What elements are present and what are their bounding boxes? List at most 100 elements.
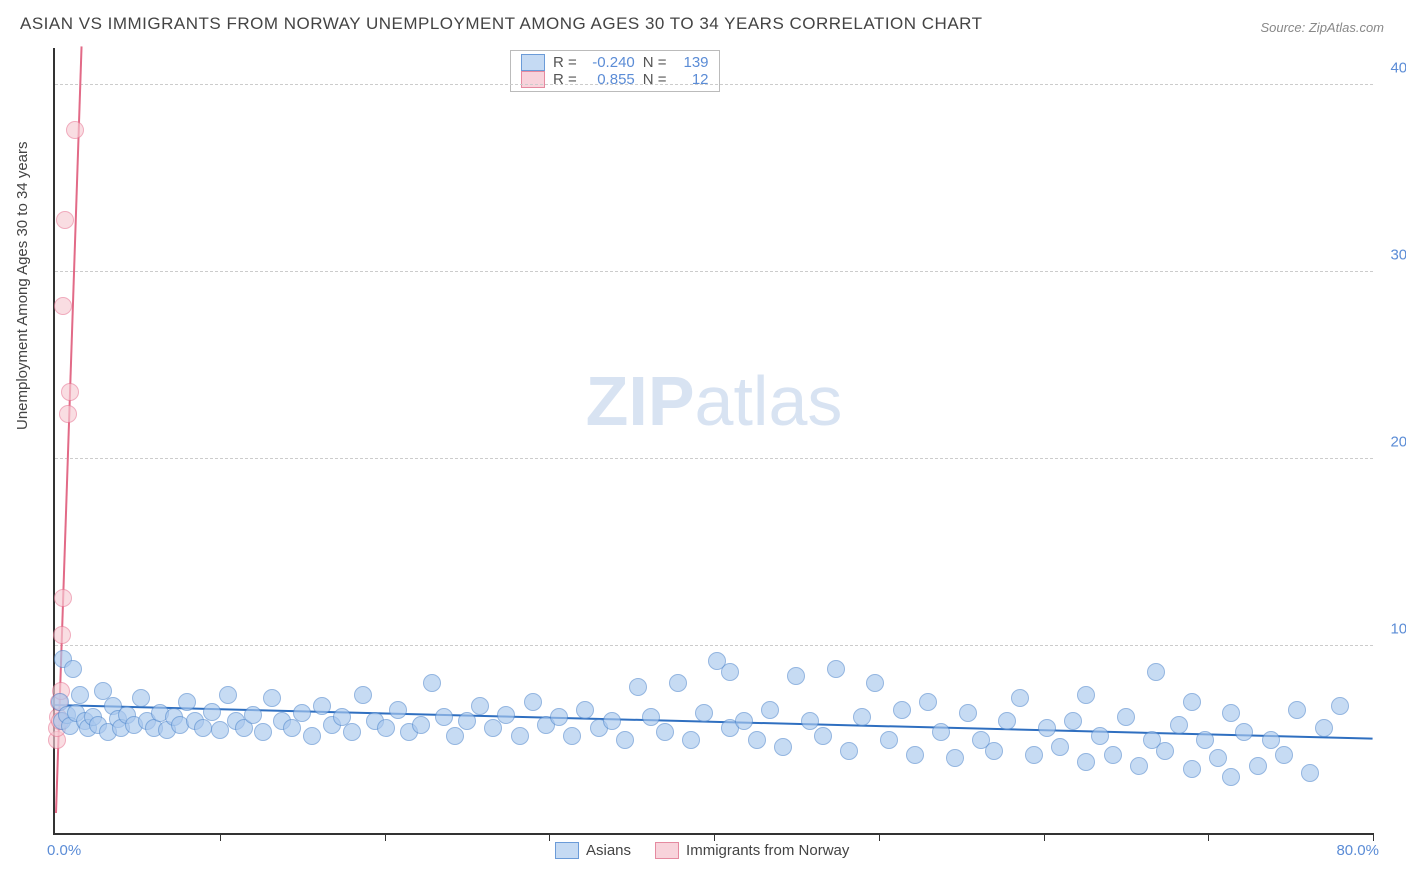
data-point [412,716,430,734]
data-point [1183,693,1201,711]
data-point [194,719,212,737]
data-point [629,678,647,696]
data-point [1288,701,1306,719]
legend-item-norway: Immigrants from Norway [655,842,849,859]
data-point [132,689,150,707]
data-point [787,667,805,685]
data-point [906,746,924,764]
data-point [423,674,441,692]
data-point [178,693,196,711]
data-point [603,712,621,730]
legend-row-asians: R = -0.240 N = 139 [521,54,709,71]
data-point [303,727,321,745]
data-point [1104,746,1122,764]
data-point [1235,723,1253,741]
data-point [1051,738,1069,756]
source-attribution: Source: ZipAtlas.com [1260,20,1384,35]
data-point [735,712,753,730]
data-point [774,738,792,756]
data-point [656,723,674,741]
x-tick [879,833,880,841]
gridline [55,271,1373,272]
gridline [55,84,1373,85]
x-tick [220,833,221,841]
scatter-plot-area: ZIPatlas R = -0.240 N = 139 R = 0.855 N … [53,48,1373,835]
data-point [1262,731,1280,749]
n-value: 12 [675,71,709,88]
data-point [219,686,237,704]
r-label: R = [553,71,577,88]
data-point [827,660,845,678]
data-point [695,704,713,722]
data-point [1170,716,1188,734]
data-point [1147,663,1165,681]
data-point [866,674,884,692]
data-point [959,704,977,722]
data-point [71,686,89,704]
data-point [669,674,687,692]
data-point [524,693,542,711]
data-point [985,742,1003,760]
data-point [919,693,937,711]
data-point [343,723,361,741]
data-point [814,727,832,745]
correlation-legend: R = -0.240 N = 139 R = 0.855 N = 12 [510,50,720,92]
data-point [946,749,964,767]
legend-label: Immigrants from Norway [686,842,849,859]
n-label: N = [643,54,667,71]
x-tick [1373,833,1374,841]
data-point [1222,704,1240,722]
gridline [55,645,1373,646]
data-point [1011,689,1029,707]
data-point [840,742,858,760]
x-axis-max-label: 80.0% [1336,842,1379,859]
data-point [1156,742,1174,760]
legend-row-norway: R = 0.855 N = 12 [521,71,709,88]
data-point [1222,768,1240,786]
data-point [1117,708,1135,726]
data-point [1130,757,1148,775]
r-value: -0.240 [585,54,635,71]
series-legend: Asians Immigrants from Norway [555,842,849,859]
data-point [313,697,331,715]
data-point [54,297,72,315]
data-point [377,719,395,737]
data-point [932,723,950,741]
swatch-blue [521,54,545,71]
data-point [880,731,898,749]
data-point [263,689,281,707]
chart-title: ASIAN VS IMMIGRANTS FROM NORWAY UNEMPLOY… [20,14,983,34]
data-point [203,703,221,721]
data-point [458,712,476,730]
legend-label: Asians [586,842,631,859]
data-point [293,704,311,722]
data-point [642,708,660,726]
data-point [446,727,464,745]
data-point [389,701,407,719]
data-point [576,701,594,719]
data-point [244,706,262,724]
data-point [721,663,739,681]
data-point [54,589,72,607]
data-point [1077,686,1095,704]
y-tick-label: 20.0% [1390,434,1406,451]
y-tick-label: 40.0% [1390,60,1406,77]
data-point [1025,746,1043,764]
data-point [1038,719,1056,737]
y-tick-label: 30.0% [1390,247,1406,264]
gridline [55,458,1373,459]
data-point [1249,757,1267,775]
n-value: 139 [675,54,709,71]
data-point [61,383,79,401]
data-point [1077,753,1095,771]
data-point [354,686,372,704]
data-point [59,405,77,423]
data-point [53,626,71,644]
legend-item-asians: Asians [555,842,631,859]
x-tick [549,833,550,841]
x-tick [1044,833,1045,841]
data-point [435,708,453,726]
data-point [761,701,779,719]
data-point [1275,746,1293,764]
data-point [283,719,301,737]
